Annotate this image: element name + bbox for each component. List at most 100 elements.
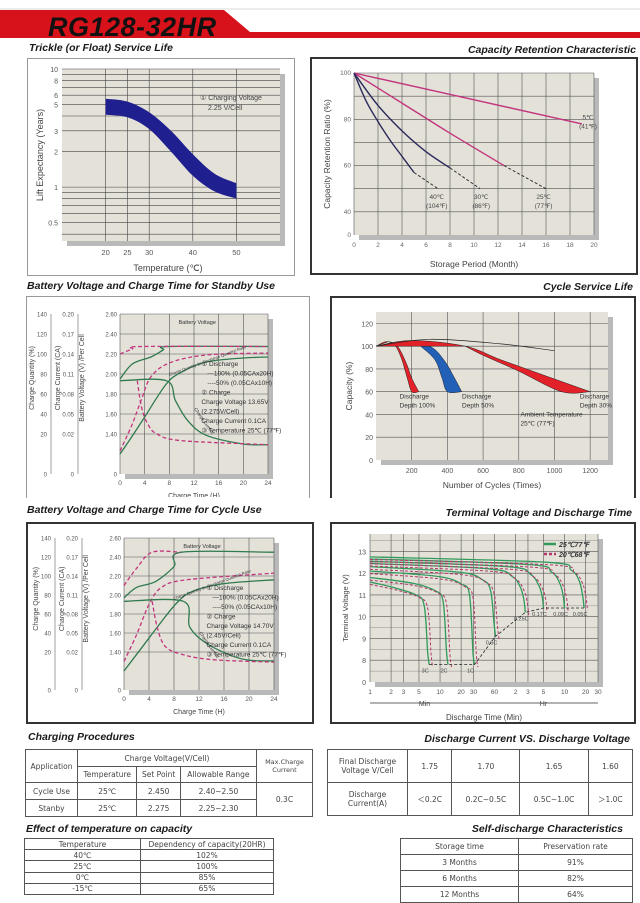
legend-label: 20℃68℉	[558, 551, 590, 559]
x-tick-label: 1000	[547, 468, 563, 475]
series-line	[119, 356, 269, 455]
y-tick-label: 2.60	[109, 537, 121, 543]
x-axis-label: Charge Time (H)	[168, 493, 220, 497]
y-tick-label: 20	[365, 435, 373, 442]
note-line: ① Discharge	[207, 584, 244, 592]
battery-voltage-label: Battery Voltage	[179, 320, 216, 326]
cell-capacity: 102%	[140, 849, 274, 862]
series-dashed-line	[449, 167, 481, 190]
series-line	[119, 345, 269, 380]
y-tick-label: 1.40	[105, 433, 117, 439]
x-tick-label: 30	[145, 248, 153, 257]
x-tick-label: 10	[561, 689, 569, 696]
cell-rate: 91%	[518, 854, 633, 871]
cell-temp: -15℃	[24, 882, 141, 896]
y-tick-label: 0.08	[66, 613, 78, 619]
y-tick-label: 0.05	[62, 413, 74, 419]
standby-chart: 1401201008060402000.200.170.140.110.080.…	[29, 313, 281, 501]
final-voltage-line1: Final Discharge	[338, 757, 397, 766]
x-tick-label: 14	[518, 242, 526, 249]
annotation-line: Ambient Temperature	[521, 412, 583, 419]
current-cell: 0.2C~0.5C	[451, 782, 521, 816]
x-tick-label: 20	[240, 480, 248, 487]
series-line	[353, 72, 415, 173]
y-tick-label: 13	[358, 549, 366, 556]
self-discharge-table: Storage time Preservation rate 3 Months 9…	[400, 838, 633, 903]
series-line	[123, 550, 181, 586]
y-tick-label: 2	[54, 150, 58, 157]
y-tick-label: 80	[344, 116, 352, 123]
x-tick-label: 20	[245, 696, 253, 703]
x-tick-label: 12	[190, 480, 198, 487]
voltage-cell: 1.70	[451, 749, 521, 783]
cell-storage: 6 Months	[400, 870, 519, 887]
battery-voltage-label: Battery Voltage	[183, 544, 220, 550]
y-tick-label: 60	[44, 613, 51, 619]
series-line	[353, 72, 505, 167]
table-row: 6 Months 82%	[400, 870, 633, 887]
note-line: —100% (0.05CAx20H)	[213, 595, 279, 602]
series-line	[151, 601, 275, 663]
envelope-line	[375, 338, 555, 352]
y-tick-label: 11	[359, 593, 366, 600]
note-line: ① Discharge	[201, 360, 238, 368]
x-axis-label: Discharge Time (Min)	[446, 713, 522, 722]
y-axis-label: Battery Voltage (V) /Per Cell	[79, 334, 86, 422]
y-tick-label: 0	[48, 689, 52, 695]
x-tick-label: 20	[582, 689, 590, 696]
note-line: Charge Current 0.1CA	[201, 418, 266, 425]
y-tick-label: 80	[365, 367, 373, 374]
y-tick-label: 0	[118, 689, 122, 695]
legend-label: 25℃77℉	[558, 541, 590, 549]
x-tick-label: 20	[458, 689, 466, 696]
y-tick-label: 0	[369, 458, 373, 465]
x-tick-label: 400	[442, 468, 454, 475]
x-tick-label: 50	[232, 248, 240, 257]
y-tick-label: 10	[50, 67, 58, 74]
x-tick-label: 25	[123, 248, 131, 257]
series-label: 25℃	[536, 194, 551, 201]
cycle-use-chart: 1401201008060402000.200.170.140.110.080.…	[33, 537, 286, 717]
x-tick-label: 18	[566, 242, 574, 249]
y-tick-label: 0	[75, 689, 79, 695]
cell-app: Stanby	[25, 799, 78, 817]
cell-range: 2.40~2.50	[179, 782, 258, 800]
y-tick-label: 80	[40, 373, 47, 379]
x-tick-label: 0	[118, 480, 122, 487]
y-tick-label: 60	[40, 393, 47, 399]
y-tick-label: 2.40	[109, 556, 121, 562]
annotation-line: ① Charging Voltage	[200, 94, 262, 102]
y-tick-label: 60	[344, 163, 352, 170]
y-tick-label: 1.60	[105, 413, 117, 419]
voltage-cell: 1.75	[406, 749, 453, 783]
final-voltage-line2: Voltage V/Cell	[341, 766, 394, 775]
x-tick-label: 8	[448, 242, 452, 249]
cycle-life-chart: 200 400 600 800 1000 1200 0 20 40 60 80 100 120 Disch…	[344, 312, 613, 490]
x-axis-label: Storage Period (Month)	[430, 259, 519, 269]
standby-title: Battery Voltage and Charge Time for Stan…	[27, 280, 275, 292]
min-label: Min	[419, 701, 430, 708]
note-line: —100% (0.05CAx20H)	[207, 371, 273, 378]
plot-area	[370, 534, 598, 682]
x-tick-label: 5	[417, 689, 421, 696]
cell-storage: 12 Months	[400, 886, 519, 903]
y-tick-label: 0.14	[62, 353, 74, 359]
charging-table: Application Charge Voltage(V/Cell) Max.C…	[25, 749, 313, 817]
x-tick-label: 10	[436, 689, 444, 696]
cell-set: 2.450	[136, 782, 181, 800]
cell-set: 2.275	[136, 799, 181, 817]
y-tick-label: 40	[40, 413, 47, 419]
y-tick-label: 0	[44, 473, 48, 479]
discharge-cv-table: Final Discharge Voltage V/Cell 1.75 1.70…	[327, 749, 634, 816]
y-tick-label: 0	[347, 232, 351, 239]
x-tick-label: 0	[352, 242, 356, 249]
series-label: Depth 100%	[400, 403, 436, 410]
trickle-chart: 0.5 1 2 3 5 6 8 10 20 25 30 40 50 ① Charging Voltage 2…	[35, 67, 285, 273]
temp-effect-table: Temperature Dependency of capacity(20HR)…	[24, 837, 274, 896]
max-current-line1: Max.Charge	[265, 758, 304, 766]
note-line: ② Charge	[201, 389, 230, 397]
y-tick-label: 0.02	[62, 433, 74, 439]
y-tick-label: 0.02	[66, 651, 78, 657]
series-label: (104℉)	[426, 203, 447, 210]
